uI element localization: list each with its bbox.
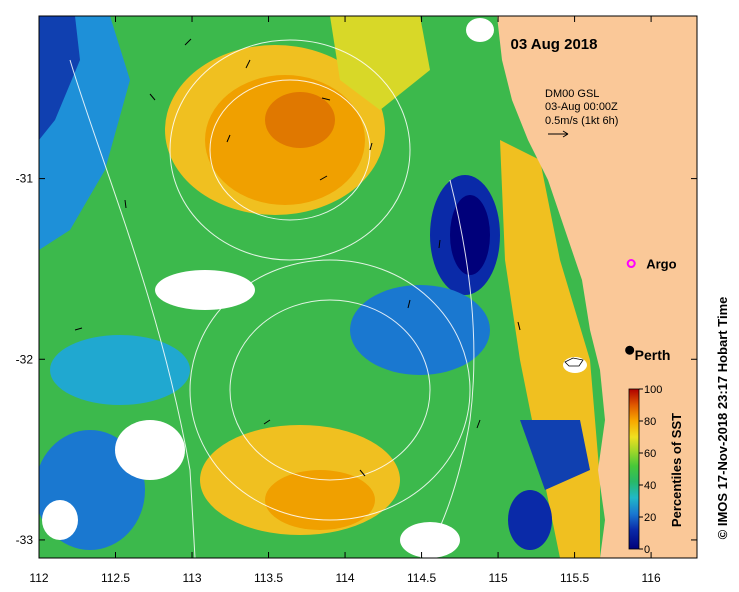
colorbar-label: Percentiles of SST <box>669 413 684 527</box>
current-arrow <box>124 199 127 209</box>
colorbar-tick-label: 60 <box>644 448 656 460</box>
current-arrow <box>369 142 373 151</box>
contour-6 <box>69 59 196 558</box>
colorbar: 0 20 40 60 80 100 Percentiles of SST <box>628 384 684 556</box>
current-arrow <box>517 321 521 331</box>
x-axis: 112 112.5 113 113.5 114 114.5 115 115.5 116 <box>29 16 661 585</box>
current-arrow <box>184 38 192 46</box>
current-arrow <box>476 419 481 429</box>
cloud-gap-5 <box>466 18 494 42</box>
colorbar-tick-label: 80 <box>644 416 656 428</box>
model-info-line2: 03-Aug 00:00Z <box>545 101 618 113</box>
current-arrow <box>149 93 156 101</box>
ssh-contours <box>69 39 475 558</box>
y-tick-label: -32 <box>16 352 34 366</box>
colorbar-tick-label: 40 <box>644 480 656 492</box>
sst-field <box>39 16 697 558</box>
perth-marker <box>625 345 635 355</box>
sst-west-midblue <box>50 335 190 405</box>
sst-west-darkblue <box>39 16 80 140</box>
x-tick-label: 113.5 <box>254 571 283 585</box>
current-arrow <box>438 239 441 249</box>
date-title: 03 Aug 2018 <box>511 36 598 53</box>
x-tick-label: 114 <box>335 571 354 585</box>
cloud-gap-4 <box>42 500 78 540</box>
plot-frame <box>38 15 698 559</box>
cloud-gap-2 <box>115 420 185 480</box>
x-tick-label: 114.5 <box>407 571 436 585</box>
current-arrow <box>226 134 231 143</box>
y-tick-label: -33 <box>16 533 34 547</box>
colorbar-tick-label: 0 <box>644 544 650 556</box>
argo-marker <box>626 259 636 269</box>
x-tick-label: 112.5 <box>101 571 130 585</box>
cloud-gap-3 <box>400 522 460 558</box>
scale-arrow <box>548 130 569 138</box>
current-arrow <box>407 299 411 309</box>
sst-south-orange <box>265 470 375 530</box>
rottnest-island <box>564 357 584 367</box>
y-tick-label: -31 <box>16 172 34 186</box>
colorbar-tick-label: 20 <box>644 512 656 524</box>
argo-label: Argo <box>646 257 676 272</box>
current-arrow <box>319 175 328 181</box>
x-tick-label: 112 <box>29 571 48 585</box>
land-mass <box>497 16 697 558</box>
colorbar-tick-label: 100 <box>644 384 662 396</box>
model-info-line3: 0.5m/s (1kt 6h) <box>545 115 618 127</box>
sst-warm-core-center <box>265 92 335 148</box>
sst-coastal-blue <box>520 420 590 490</box>
sst-central-blue <box>350 285 490 375</box>
place-markers: Argo Perth <box>625 257 677 363</box>
cloud-gap-1 <box>155 270 255 310</box>
perth-label: Perth <box>635 347 671 363</box>
x-tick-label: 113 <box>182 571 201 585</box>
current-arrow <box>321 97 331 101</box>
model-info-line1: DM00 GSL <box>545 88 599 100</box>
current-arrow <box>263 419 271 425</box>
x-tick-label: 115.5 <box>560 571 589 585</box>
contour-3 <box>229 299 431 481</box>
x-tick-label: 116 <box>642 571 661 585</box>
colorbar-ticks: 0 20 40 60 80 100 <box>639 384 662 556</box>
current-arrow <box>245 59 251 69</box>
credit-text: © IMOS 17-Nov-2018 23:17 Hobart Time <box>715 297 730 540</box>
sst-cold-eddy-core <box>450 195 490 275</box>
contour-5 <box>419 179 475 558</box>
contour-4 <box>189 259 471 521</box>
colorbar-gradient <box>628 388 640 550</box>
current-arrow <box>359 469 366 477</box>
x-tick-label: 115 <box>488 571 507 585</box>
current-vectors <box>74 38 521 477</box>
y-axis: -31 -32 -33 <box>16 172 697 547</box>
current-arrow <box>74 327 83 331</box>
sst-ne-yellow <box>330 16 430 110</box>
sst-south-coast-blue <box>508 490 552 550</box>
contour-2 <box>169 39 411 261</box>
